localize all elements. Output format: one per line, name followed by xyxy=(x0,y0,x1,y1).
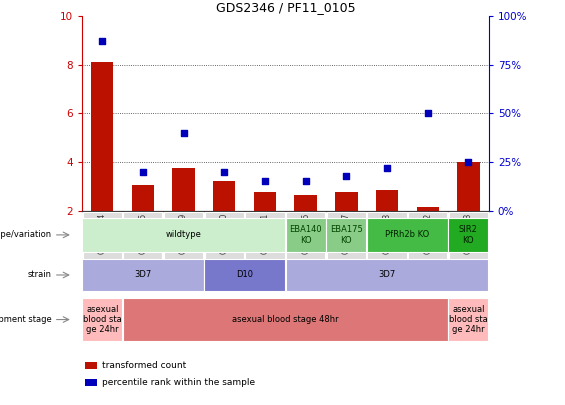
FancyBboxPatch shape xyxy=(123,213,163,272)
Point xyxy=(464,159,473,165)
Bar xyxy=(213,181,236,211)
Bar xyxy=(335,192,358,211)
Text: transformed count: transformed count xyxy=(102,360,186,370)
Bar xyxy=(416,207,439,211)
Bar xyxy=(91,62,114,211)
Text: GSM88325: GSM88325 xyxy=(138,213,147,254)
Bar xyxy=(254,192,276,211)
FancyBboxPatch shape xyxy=(449,218,488,252)
Text: asexual blood stage 48hr: asexual blood stage 48hr xyxy=(232,315,338,324)
Text: EBA175
KO: EBA175 KO xyxy=(330,225,363,245)
Text: GSM88332: GSM88332 xyxy=(423,213,432,254)
Bar xyxy=(85,379,97,386)
Text: GSM88324: GSM88324 xyxy=(98,213,107,254)
Bar xyxy=(85,362,97,369)
FancyBboxPatch shape xyxy=(327,213,366,272)
Text: GSM88326: GSM88326 xyxy=(301,213,310,254)
FancyBboxPatch shape xyxy=(286,259,488,291)
Bar xyxy=(172,168,195,211)
Point xyxy=(179,130,188,136)
Text: PfRh2b KO: PfRh2b KO xyxy=(385,230,429,239)
FancyBboxPatch shape xyxy=(286,213,325,272)
Bar xyxy=(457,162,480,211)
Text: genotype/variation: genotype/variation xyxy=(0,230,51,239)
FancyBboxPatch shape xyxy=(205,213,244,272)
Text: 3D7: 3D7 xyxy=(379,271,395,279)
FancyBboxPatch shape xyxy=(327,218,366,252)
Text: asexual
blood sta
ge 24hr: asexual blood sta ge 24hr xyxy=(449,305,488,335)
Text: strain: strain xyxy=(28,271,51,279)
FancyBboxPatch shape xyxy=(82,213,122,272)
Point xyxy=(423,110,432,117)
Text: 3D7: 3D7 xyxy=(134,271,151,279)
Text: GSM88327: GSM88327 xyxy=(342,213,351,254)
Point xyxy=(138,168,147,175)
FancyBboxPatch shape xyxy=(367,218,447,252)
FancyBboxPatch shape xyxy=(164,213,203,272)
FancyBboxPatch shape xyxy=(82,298,122,341)
Point xyxy=(301,178,310,185)
Bar xyxy=(376,190,398,211)
FancyBboxPatch shape xyxy=(205,259,285,291)
Point xyxy=(383,164,392,171)
FancyBboxPatch shape xyxy=(286,218,325,252)
Text: GSM88328: GSM88328 xyxy=(383,213,392,254)
FancyBboxPatch shape xyxy=(123,298,447,341)
Point xyxy=(260,178,270,185)
Text: EBA140
KO: EBA140 KO xyxy=(289,225,322,245)
FancyBboxPatch shape xyxy=(245,213,285,272)
Text: SIR2
KO: SIR2 KO xyxy=(459,225,478,245)
Text: asexual
blood sta
ge 24hr: asexual blood sta ge 24hr xyxy=(83,305,121,335)
Text: GSM88330: GSM88330 xyxy=(220,213,229,254)
Text: percentile rank within the sample: percentile rank within the sample xyxy=(102,378,255,387)
Bar xyxy=(294,195,317,211)
Point xyxy=(98,38,107,45)
FancyBboxPatch shape xyxy=(82,218,285,252)
FancyBboxPatch shape xyxy=(367,213,407,272)
Title: GDS2346 / PF11_0105: GDS2346 / PF11_0105 xyxy=(215,1,355,14)
Text: GSM88329: GSM88329 xyxy=(179,213,188,254)
Text: wildtype: wildtype xyxy=(166,230,202,239)
Text: development stage: development stage xyxy=(0,315,51,324)
Point xyxy=(220,168,229,175)
FancyBboxPatch shape xyxy=(82,259,203,291)
Text: GSM88333: GSM88333 xyxy=(464,213,473,254)
Point xyxy=(342,173,351,179)
FancyBboxPatch shape xyxy=(449,213,488,272)
Text: GSM88331: GSM88331 xyxy=(260,213,270,254)
FancyBboxPatch shape xyxy=(449,298,488,341)
Text: D10: D10 xyxy=(236,271,253,279)
FancyBboxPatch shape xyxy=(408,213,447,272)
Bar xyxy=(132,185,154,211)
